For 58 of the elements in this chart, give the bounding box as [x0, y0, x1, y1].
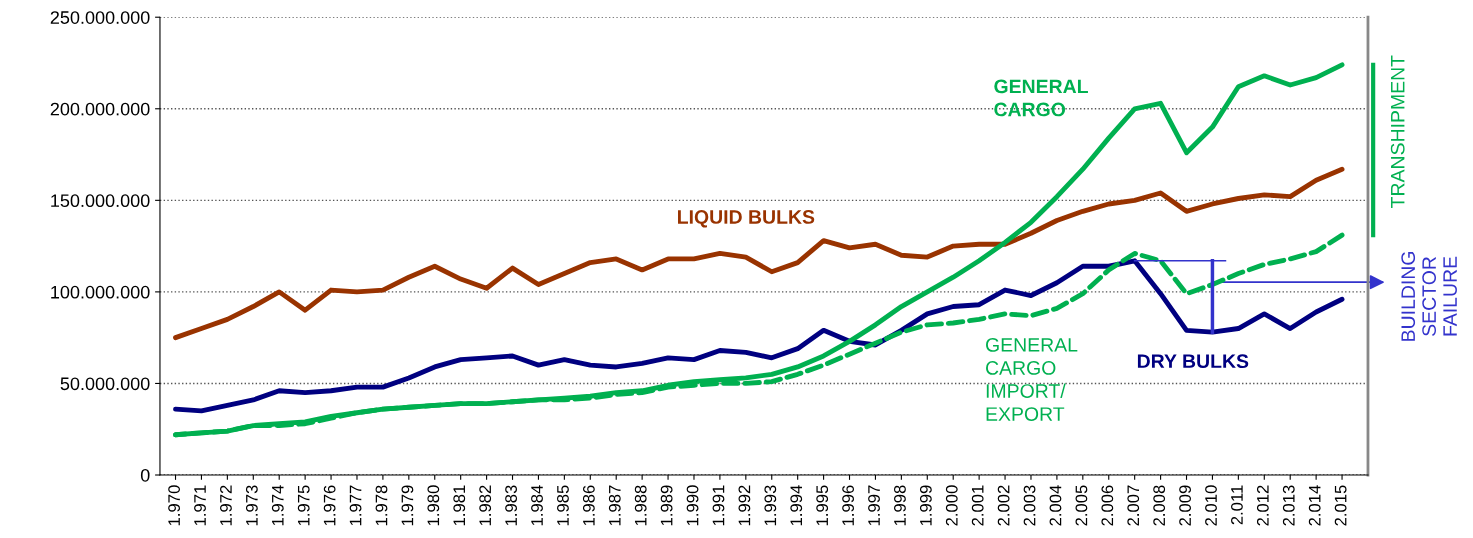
x-tick-label: 1.993 — [764, 485, 777, 526]
x-tick-label: 1.978 — [375, 485, 388, 526]
series-label: GENERAL CARGO — [994, 79, 1088, 117]
x-tick-label: 1.987 — [608, 485, 621, 526]
x-tick-label: 2.010 — [1205, 485, 1217, 526]
x-tick-label: 2.013 — [1282, 485, 1295, 526]
x-tick-label: 1.984 — [531, 485, 543, 526]
x-tick-label: 1.976 — [323, 485, 336, 526]
x-tick-label: 1.982 — [479, 485, 492, 526]
x-tick-label: 1.997 — [868, 485, 880, 526]
x-tick-label: 2.004 — [1049, 485, 1062, 526]
y-tick-label: 250.000.000 — [50, 11, 150, 24]
y-tick-label: 0 — [140, 468, 150, 482]
x-tick-label: 1.981 — [453, 485, 466, 526]
x-tick-label: 1.972 — [220, 485, 232, 526]
x-tick-label: 1.988 — [634, 485, 647, 526]
x-tick-label: 1.977 — [349, 485, 362, 526]
y-tick-label: 50.000.000 — [60, 377, 150, 391]
x-tick-label: 2.002 — [997, 485, 1010, 526]
x-tick-label: 1.986 — [582, 485, 595, 526]
x-tick-label: 2.003 — [1023, 485, 1036, 526]
series-label: DRY BULKS — [1137, 354, 1249, 369]
y-tick-label: 100.000.000 — [51, 285, 150, 299]
x-tick-label: 2.014 — [1308, 485, 1321, 526]
x-tick-label: 1.994 — [790, 485, 803, 526]
x-tick-label: 1.989 — [660, 485, 673, 526]
x-tick-label: 1.979 — [401, 485, 414, 526]
text: BUILDING SECTOR FAILURE — [1401, 252, 1457, 341]
x-tick-label: 1.971 — [194, 485, 206, 526]
series-label: GENERAL CARGO IMPORT/ EXPORT — [986, 338, 1078, 421]
x-tick-label: 2.012 — [1256, 485, 1269, 526]
x-tick-label: 2.001 — [971, 485, 984, 526]
x-tick-label: 1.973 — [245, 485, 258, 526]
x-tick-label: 1.995 — [816, 485, 829, 526]
x-tick-label: 1.996 — [842, 485, 854, 526]
x-tick-label: 2.007 — [1127, 485, 1140, 526]
x-tick-label: 2.011 — [1231, 485, 1243, 525]
x-tick-label: 1.998 — [894, 485, 906, 526]
x-tick-label: 2.005 — [1075, 485, 1088, 526]
x-tick-label: 1.999 — [919, 485, 932, 526]
x-tick-label: 1.990 — [686, 485, 699, 526]
x-tick-label: 1.974 — [271, 485, 284, 526]
x-tick-label: 1.992 — [738, 485, 751, 526]
x-tick-label: 2.000 — [945, 485, 958, 526]
y-tick-label: 150.000.000 — [51, 194, 150, 208]
x-tick-label: 2.008 — [1153, 485, 1166, 526]
x-tick-label: 1.983 — [505, 485, 517, 526]
series-label: LIQUID BULKS — [678, 210, 815, 228]
x-tick-label: 1.985 — [557, 485, 569, 526]
x-tick-label: 2.006 — [1101, 485, 1114, 526]
x-tick-label: 1.975 — [297, 485, 310, 526]
x-tick-label: 2.015 — [1334, 485, 1347, 526]
x-tick-label: 2.009 — [1179, 485, 1191, 526]
x-tick-label: 1.991 — [712, 485, 725, 526]
text: TRANSHIPMENT — [1390, 55, 1405, 208]
x-tick-label: 1.980 — [427, 485, 440, 526]
x-tick-label: 1.970 — [168, 485, 180, 526]
y-tick-label: 200.000.000 — [50, 102, 150, 116]
